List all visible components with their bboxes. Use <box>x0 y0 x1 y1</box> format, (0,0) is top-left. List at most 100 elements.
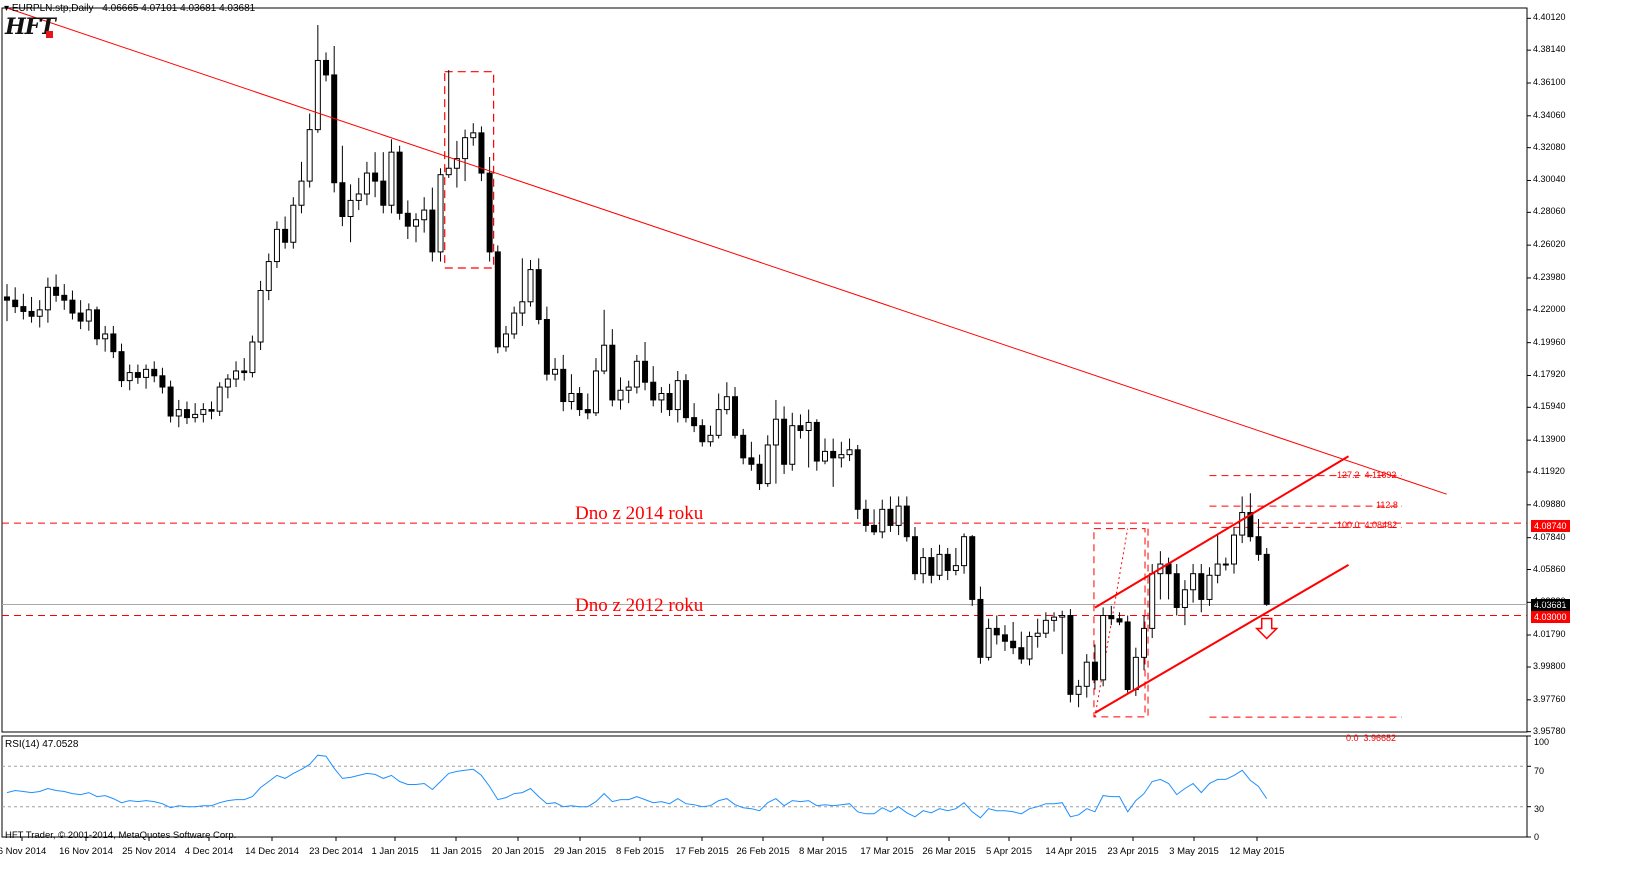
candle-body <box>363 172 370 195</box>
candle-body <box>85 309 92 322</box>
candle-body <box>388 151 395 206</box>
x-tick-label: 26 Mar 2015 <box>922 846 976 857</box>
channel-lower-line <box>1094 563 1350 714</box>
candle-body <box>314 59 321 131</box>
candle-body <box>1018 647 1025 660</box>
candle-body <box>764 444 771 485</box>
candle-body <box>20 306 27 312</box>
down-arrow-icon <box>1254 617 1279 640</box>
candle-body <box>44 286 51 311</box>
candle-body <box>331 74 338 184</box>
candle-body <box>372 172 379 182</box>
candle-body <box>1116 618 1123 623</box>
x-tick-label: 8 Feb 2015 <box>615 846 665 857</box>
symbol-header: ▾ EURPLN.stp,Daily 4.06665 4.07101 4.036… <box>4 3 255 14</box>
candle-body <box>1010 640 1017 649</box>
candle-body <box>413 219 419 227</box>
y-tick-label: 4.13900 <box>1533 434 1566 445</box>
candle-body <box>1198 573 1205 600</box>
rsi-label: RSI(14) 47.0528 <box>5 739 79 750</box>
candle-body <box>126 372 133 382</box>
x-tick-label: 14 Dec 2014 <box>245 846 299 857</box>
y-tick-label: 4.03820 <box>1533 596 1566 607</box>
annotation-2012: Dno z 2012 roku <box>575 595 704 616</box>
candle-body <box>486 172 493 253</box>
candle-body <box>1214 563 1221 576</box>
candle-body <box>1263 553 1270 605</box>
y-tick-label: 3.97760 <box>1533 693 1566 704</box>
candle-body <box>200 409 207 415</box>
candle-body <box>1206 574 1213 600</box>
candle-body <box>339 182 346 218</box>
candle-body <box>470 132 477 139</box>
y-tick-label: 4.01790 <box>1533 628 1566 639</box>
x-tick-label: 16 Nov 2014 <box>59 846 113 857</box>
x-tick-label: 26 Feb 2015 <box>736 846 790 857</box>
candle-body <box>1222 563 1229 566</box>
candle-body <box>568 392 575 403</box>
x-tick-label: 3 May 2015 <box>1169 846 1219 857</box>
candle-body <box>625 386 632 391</box>
candle-body <box>36 309 43 317</box>
candle-body <box>429 209 436 253</box>
candle-body <box>707 434 714 443</box>
candle-body <box>298 180 305 206</box>
candle-body <box>1051 616 1058 621</box>
candle-body <box>421 209 428 221</box>
logo-dot <box>46 31 53 38</box>
fib-level-112: 112.8 <box>1376 500 1398 510</box>
annotation-2014: Dno z 2014 roku <box>575 503 704 524</box>
candle-body <box>61 294 68 301</box>
x-tick-label: 25 Nov 2014 <box>122 846 176 857</box>
level-2012-price-tag: 4.03000 <box>1531 611 1570 623</box>
candle-body <box>699 425 706 443</box>
candle-body <box>249 341 256 374</box>
candle-body <box>355 193 362 201</box>
y-tick-label: 4.34060 <box>1533 109 1566 120</box>
candle-body <box>846 449 853 456</box>
candle-body <box>28 310 35 317</box>
candle-body <box>208 409 215 412</box>
candle-body <box>1001 634 1008 642</box>
y-tick-label: 4.38140 <box>1533 44 1566 55</box>
candle-body <box>265 261 272 292</box>
x-tick-label: 29 Jan 2015 <box>553 846 607 857</box>
x-tick-label: 6 Nov 2014 <box>0 846 47 857</box>
candle-body <box>813 421 820 462</box>
rsi-line <box>6 754 1268 819</box>
y-tick-label: 4.09880 <box>1533 498 1566 509</box>
x-tick-label: 12 May 2015 <box>1229 846 1285 857</box>
candle-body <box>77 312 84 322</box>
candle-body <box>928 557 935 576</box>
y-tick-label: 4.19960 <box>1533 336 1566 347</box>
candle-body <box>740 434 747 459</box>
candle-body <box>1132 656 1139 691</box>
candle-body <box>404 212 411 227</box>
rsi-panel <box>2 735 1531 838</box>
candle-body <box>241 370 248 374</box>
x-tick-label: 5 Apr 2015 <box>986 846 1032 857</box>
x-tick-label: 23 Apr 2015 <box>1107 846 1159 857</box>
candle-body <box>691 417 698 427</box>
candle-body <box>772 418 779 446</box>
candle-body <box>290 204 297 243</box>
candle-body <box>748 457 755 465</box>
candle-body <box>183 409 190 419</box>
x-tick-label: 1 Jan 2015 <box>371 846 419 857</box>
chevron-down-icon[interactable]: ▾ <box>4 3 10 14</box>
main-panel-border <box>1 7 1528 733</box>
candle-body <box>609 344 616 401</box>
y-tick-label: 4.05860 <box>1533 563 1566 574</box>
candle-body <box>1026 635 1033 660</box>
footer-copyright: HFT Trader, © 2001-2014, MetaQuotes Soft… <box>5 830 237 841</box>
candle-body <box>682 380 689 419</box>
fib-range-box <box>1093 528 1146 718</box>
candle-body <box>462 137 469 160</box>
candle-body <box>282 228 289 243</box>
candle-body <box>1075 685 1082 695</box>
fib-level-127: 127.2 4.11692 <box>1337 470 1397 480</box>
candle-body <box>93 309 100 340</box>
candle-body <box>797 425 804 431</box>
rsi-tick-70: 70 <box>1534 766 1545 776</box>
